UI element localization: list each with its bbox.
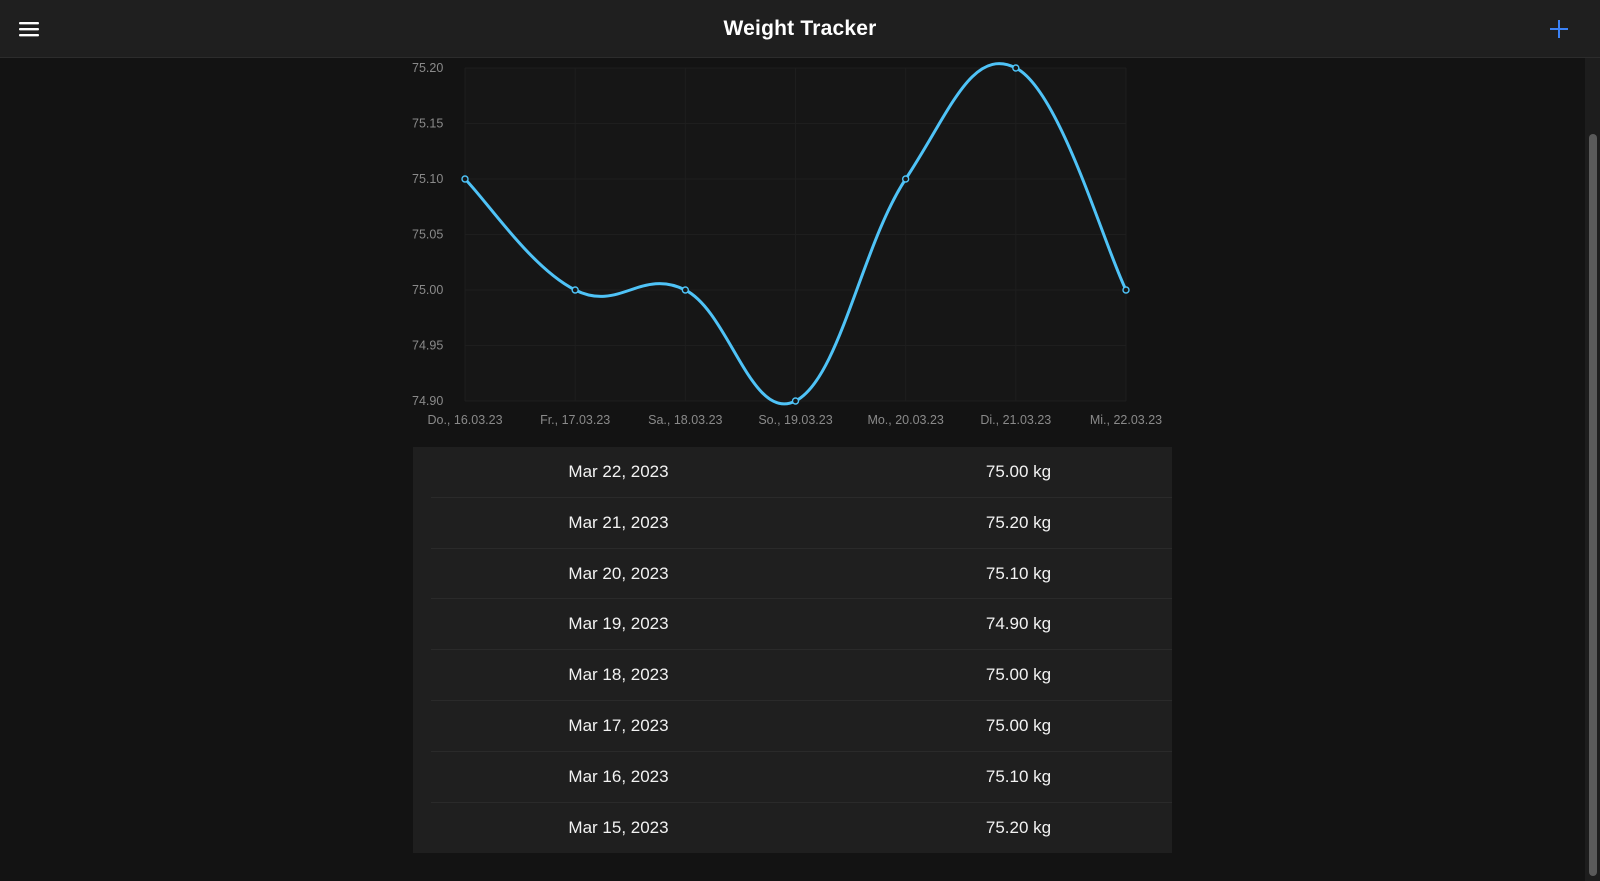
entry-date: Mar 20, 2023 [568, 563, 669, 583]
page-title: Weight Tracker [723, 17, 877, 40]
entry-weight: 75.20 kg [985, 817, 1052, 837]
scrollbar-track[interactable] [1585, 58, 1600, 881]
y-tick-label: 75.00 [412, 283, 443, 297]
x-tick-label: Do., 16.03.23 [427, 413, 502, 427]
data-point[interactable] [461, 175, 469, 183]
scrollbar-thumb[interactable] [1589, 134, 1597, 876]
x-tick-label: Di., 21.03.23 [980, 413, 1051, 427]
y-tick-label: 75.15 [412, 117, 443, 131]
entry-date: Mar 17, 2023 [568, 715, 669, 735]
entries-list: Mar 22, 2023 75.00 kg Mar 21, 2023 75.20 kg… [413, 447, 1172, 854]
entry-row[interactable]: Mar 19, 2023 74.90 kg [431, 599, 1172, 651]
weight-chart-container: 75.20 75.15 75.10 75.05 75.00 74.95 74.90 Do., … [408, 58, 1178, 438]
entry-row[interactable]: Mar 21, 2023 75.20 kg [431, 498, 1172, 549]
entry-date: Mar 22, 2023 [568, 462, 669, 481]
x-tick-label: So., 19.03.23 [758, 413, 832, 427]
entry-row[interactable]: Mar 22, 2023 75.00 kg [431, 447, 1172, 498]
entry-weight: 75.00 kg [985, 462, 1052, 481]
entry-date: Mar 18, 2023 [568, 665, 669, 685]
entry-row[interactable]: Mar 20, 2023 75.10 kg [431, 549, 1172, 600]
weight-chart: 75.20 75.15 75.10 75.05 75.00 74.95 74.90 Do., … [412, 61, 1162, 427]
y-tick-label: 75.05 [412, 228, 443, 242]
x-tick-label: Mo., 20.03.23 [867, 413, 943, 427]
entry-row[interactable]: Mar 18, 2023 75.00 kg [431, 650, 1172, 701]
data-point[interactable] [1012, 64, 1020, 72]
entry-weight: 75.10 kg [985, 563, 1052, 583]
x-tick-label: Mi., 22.03.23 [1090, 413, 1162, 427]
x-tick-label: Fr., 17.03.23 [540, 413, 610, 427]
entry-weight: 75.00 kg [985, 665, 1052, 685]
app-header: Weight Tracker [0, 0, 1600, 58]
entry-row[interactable]: Mar 17, 2023 75.00 kg [431, 701, 1172, 752]
entry-row[interactable]: Mar 15, 2023 75.20 kg [431, 803, 1172, 854]
entry-row[interactable]: Mar 16, 2023 75.10 kg [431, 752, 1172, 803]
entry-date: Mar 15, 2023 [568, 817, 669, 837]
entry-weight: 75.00 kg [985, 715, 1052, 735]
y-tick-label: 74.90 [412, 394, 443, 408]
x-tick-label: Sa., 18.03.23 [648, 413, 722, 427]
y-tick-label: 74.95 [412, 339, 443, 353]
hamburger-menu-icon [19, 22, 39, 37]
data-point[interactable] [681, 286, 690, 294]
menu-button[interactable] [16, 17, 42, 41]
data-point[interactable] [791, 397, 800, 405]
y-tick-label: 75.10 [412, 172, 443, 186]
plus-icon [1550, 20, 1568, 38]
data-point[interactable] [1122, 286, 1130, 294]
add-entry-button[interactable] [1546, 16, 1572, 42]
entry-weight: 74.90 kg [985, 614, 1052, 634]
entry-weight: 75.20 kg [985, 512, 1052, 532]
entry-weight: 75.10 kg [985, 766, 1052, 786]
data-point[interactable] [571, 286, 579, 294]
main-content: 75.20 75.15 75.10 75.05 75.00 74.95 74.90 Do., … [0, 58, 1585, 881]
data-point[interactable] [901, 175, 910, 183]
entry-date: Mar 19, 2023 [568, 614, 669, 634]
y-tick-label: 75.20 [412, 61, 443, 75]
entry-date: Mar 21, 2023 [568, 512, 669, 532]
weight-series-line [463, 62, 1128, 406]
entry-date: Mar 16, 2023 [568, 766, 669, 786]
